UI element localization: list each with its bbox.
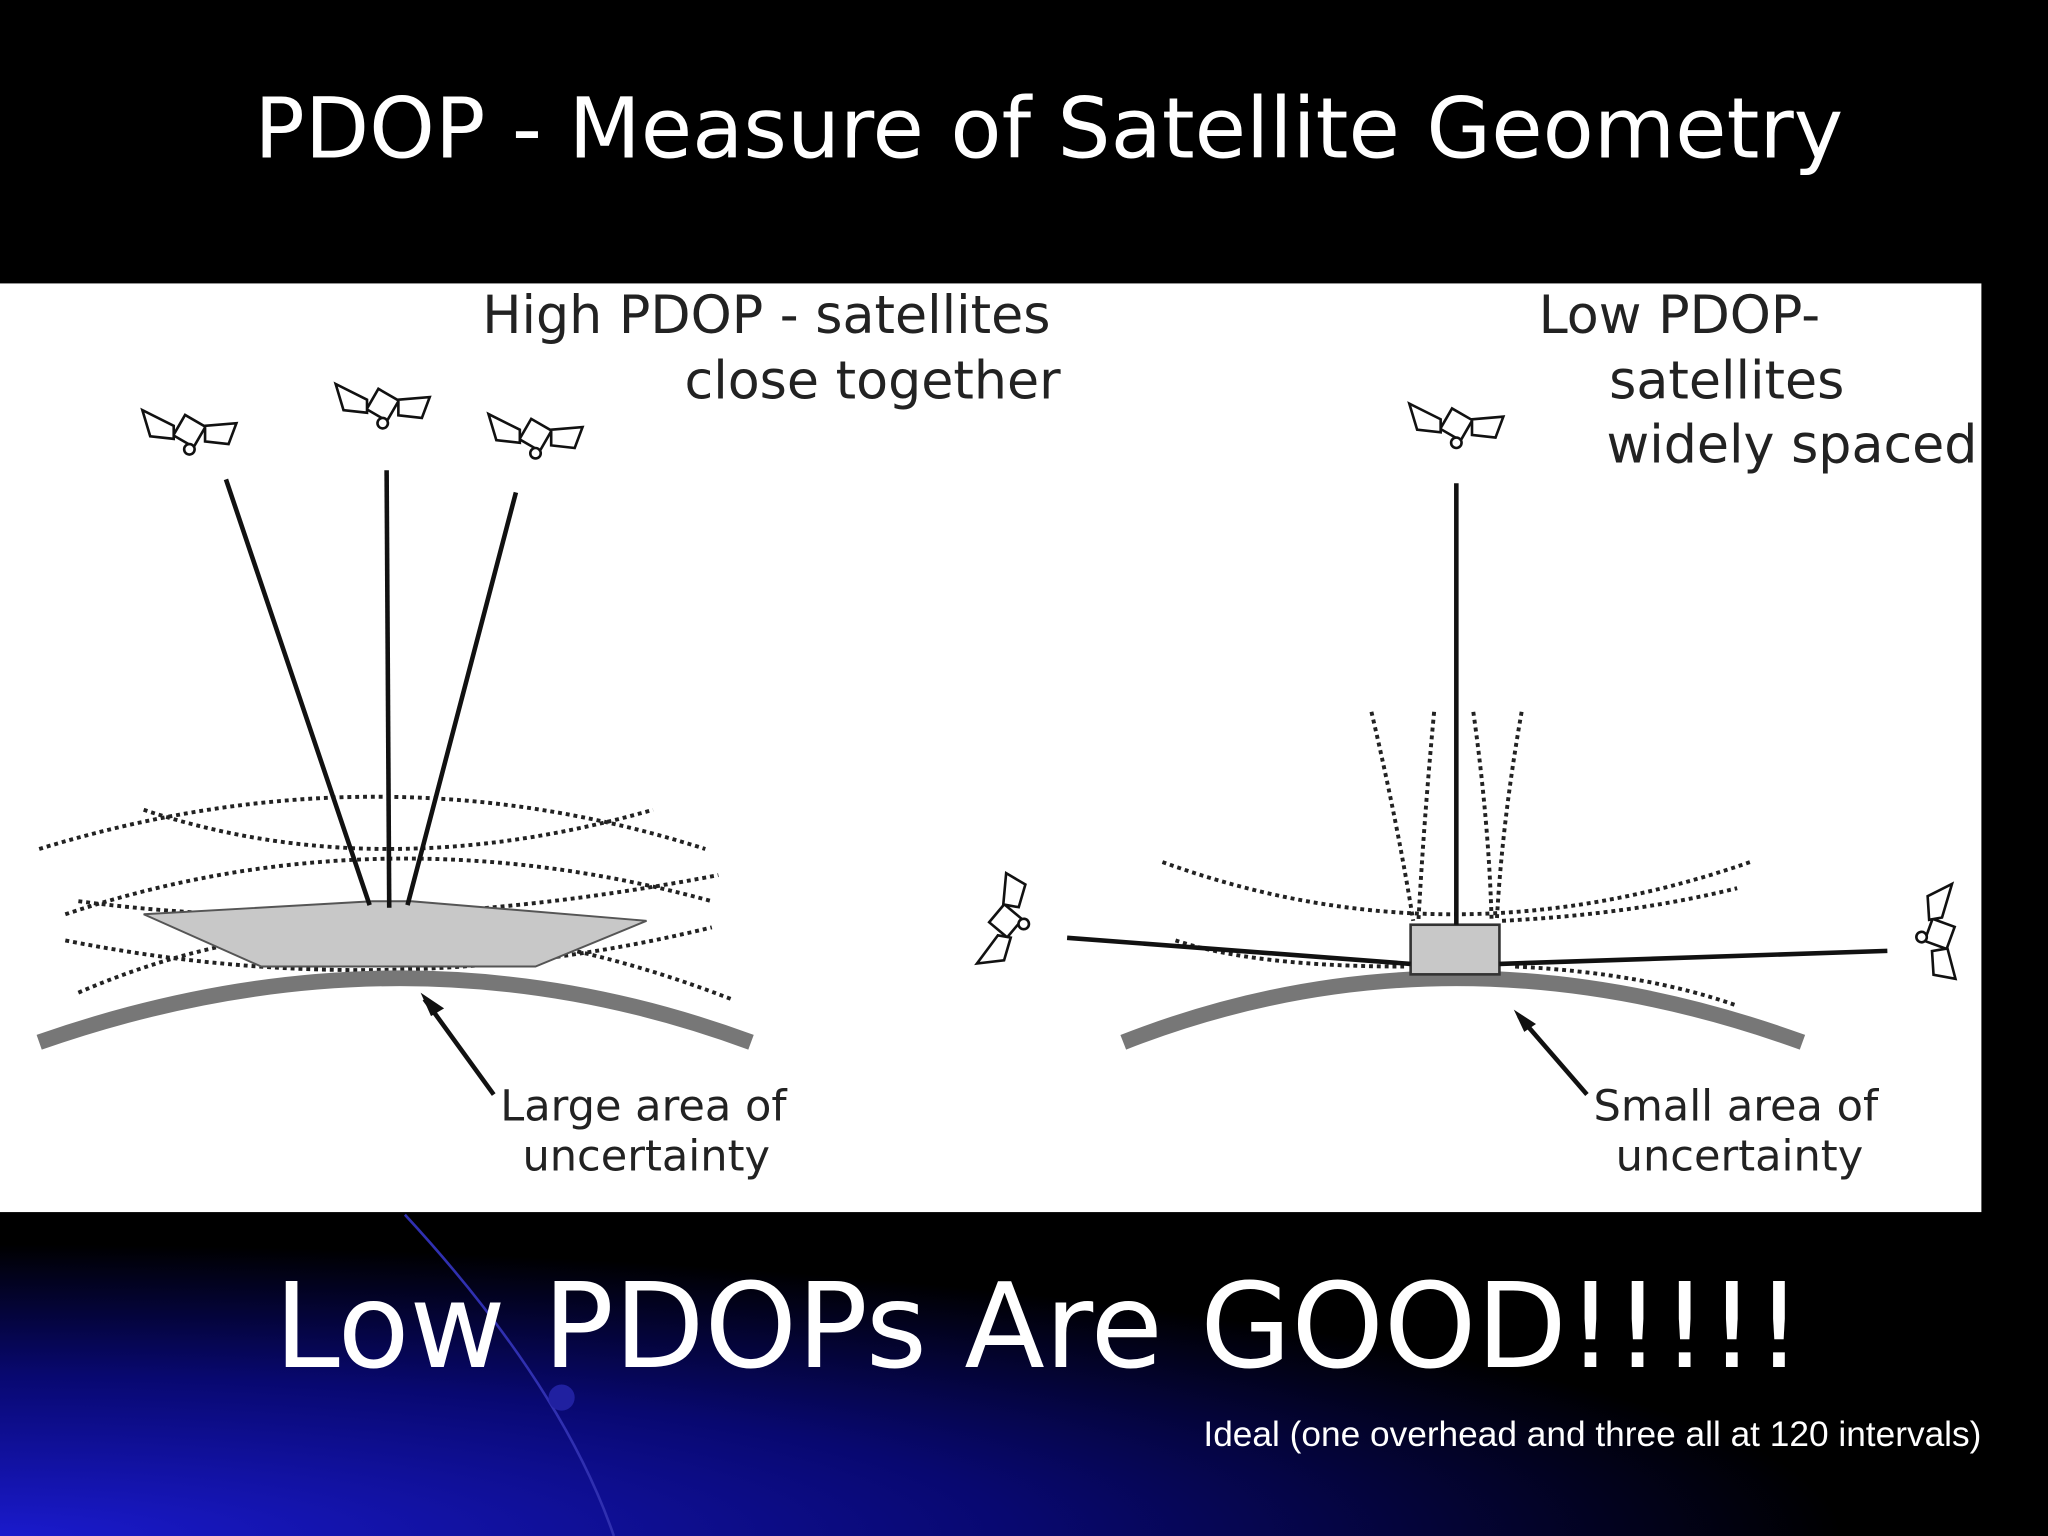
right-heading: Low PDOP- satellites widely spaced	[1539, 286, 1978, 475]
shape	[1494, 711, 1524, 921]
shape	[143, 807, 654, 851]
heading-line: Low PDOP-	[1539, 286, 1821, 346]
shape	[36, 970, 754, 1050]
shape	[1513, 1009, 1536, 1032]
shape	[1416, 711, 1437, 921]
shape	[1161, 860, 1751, 917]
left-callout: Large area of uncertainty	[500, 1082, 800, 1182]
shape	[384, 470, 392, 908]
shape	[223, 478, 372, 906]
background-glow	[0, 1212, 2048, 1536]
shape	[420, 992, 445, 1017]
shape	[1517, 1014, 1589, 1097]
shape	[1369, 711, 1416, 922]
left-heading: High PDOP - satellites close together	[482, 286, 1067, 411]
low-pdop-diagram	[975, 402, 1970, 1097]
heading-line: High PDOP - satellites	[482, 286, 1050, 346]
shape	[1515, 964, 1738, 1008]
decor-dot	[548, 1384, 575, 1411]
shape	[405, 491, 519, 906]
shape	[143, 900, 647, 968]
callout-line: uncertainty	[522, 1131, 770, 1181]
callout-line: Small area of	[1593, 1082, 1879, 1132]
shape	[1499, 948, 1888, 967]
shape	[1471, 711, 1494, 921]
shape	[64, 856, 713, 917]
slide-title: PDOP - Measure of Satellite Geometry	[254, 79, 1843, 177]
headline: Low PDOPs Are GOOD!!!!!	[274, 1258, 1802, 1395]
high-pdop-diagram	[36, 382, 754, 1096]
callout-line: Large area of	[500, 1082, 787, 1132]
heading-line: widely spaced	[1607, 415, 1978, 475]
diagram-panel	[0, 283, 1982, 1213]
callout-line: uncertainty	[1616, 1131, 1864, 1181]
shape	[422, 997, 496, 1096]
heading-line: satellites	[1609, 351, 1844, 411]
shape	[38, 794, 706, 851]
decor-curve	[403, 1213, 616, 1536]
right-callout: Small area of uncertainty	[1593, 1082, 1891, 1182]
shape	[64, 925, 713, 973]
shape	[1501, 886, 1738, 923]
heading-line: close together	[684, 351, 1061, 411]
footnote: Ideal (one overhead and three all at 120…	[1203, 1415, 1981, 1454]
shape	[1409, 923, 1501, 976]
shape	[1120, 970, 1806, 1050]
shape	[1066, 935, 1411, 967]
